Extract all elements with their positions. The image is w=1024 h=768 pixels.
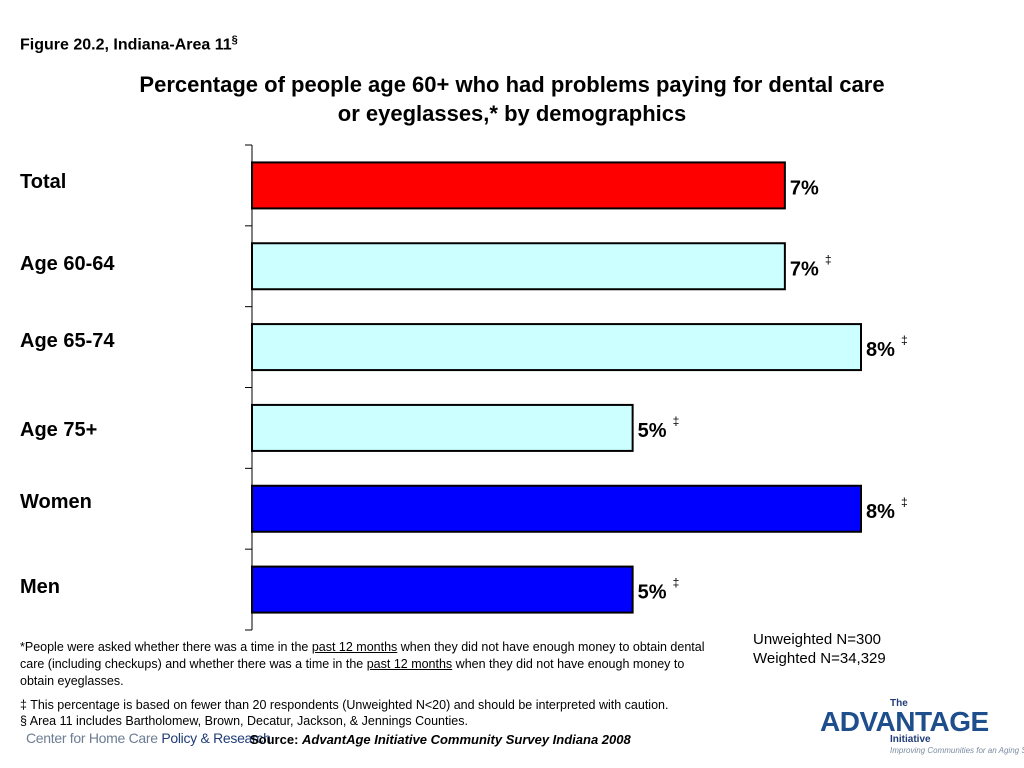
bar-age-60-64: [251, 242, 786, 291]
category-label-total: Total: [20, 171, 67, 193]
category-label-women: Women: [20, 491, 92, 513]
data-label: 5%: [638, 420, 667, 442]
figure-label: Figure 20.2, Indiana-Area 11§: [20, 34, 238, 54]
data-label: 7%: [790, 258, 819, 280]
chart-notes: ‡ This percentage is based on fewer than…: [20, 697, 668, 729]
bar-women: [251, 484, 862, 533]
bar-age-65-74: [251, 323, 862, 372]
bar-chart: 7% 7% ‡ 8% ‡ 5% ‡ 8% ‡ 5% ‡: [245, 144, 908, 631]
weighted-n: Weighted N=34,329: [753, 650, 886, 667]
source-line: Source: AdvantAge Initiative Community S…: [250, 732, 631, 747]
bar-age-75: [251, 403, 634, 452]
chart-title-line2: or eyeglasses,* by demographics: [337, 101, 687, 126]
data-label: 8%: [866, 501, 895, 523]
figure-label-mark: §: [231, 34, 238, 46]
data-label: 8%: [866, 339, 895, 361]
question-footnote: *People were asked whether there was a t…: [20, 640, 705, 688]
chart-title-line1: Percentage of people age 60+ who had pro…: [139, 72, 885, 97]
advantage-initiative-logo: The ADVANTAGE Initiative Improving Commu…: [820, 698, 1024, 755]
area-note: § Area 11 includes Bartholomew, Brown, D…: [20, 714, 468, 728]
unweighted-n: Unweighted N=300: [753, 631, 882, 648]
bar-total: [251, 161, 786, 210]
chpr-logo: Center for Home Care Policy & Research: [26, 730, 271, 746]
data-label-mark: ‡: [673, 576, 680, 590]
data-label-mark: ‡: [825, 252, 832, 266]
category-label-age-75-plus: Age 75+: [20, 419, 98, 441]
sample-size: Unweighted N=300 Weighted N=34,329: [753, 630, 886, 668]
data-label-mark: ‡: [901, 333, 908, 347]
data-label: 7%: [790, 177, 819, 199]
category-label-age-60-64: Age 60-64: [20, 253, 115, 275]
category-label-age-65-74: Age 65-74: [20, 330, 115, 352]
data-label-mark: ‡: [901, 495, 908, 509]
chart-title: Percentage of people age 60+ who had pro…: [60, 70, 964, 128]
category-label-men: Men: [20, 576, 60, 598]
bar-men: [251, 565, 634, 614]
data-label: 5%: [638, 582, 667, 604]
caution-note: ‡ This percentage is based on fewer than…: [20, 698, 669, 712]
data-label-mark: ‡: [673, 414, 680, 428]
